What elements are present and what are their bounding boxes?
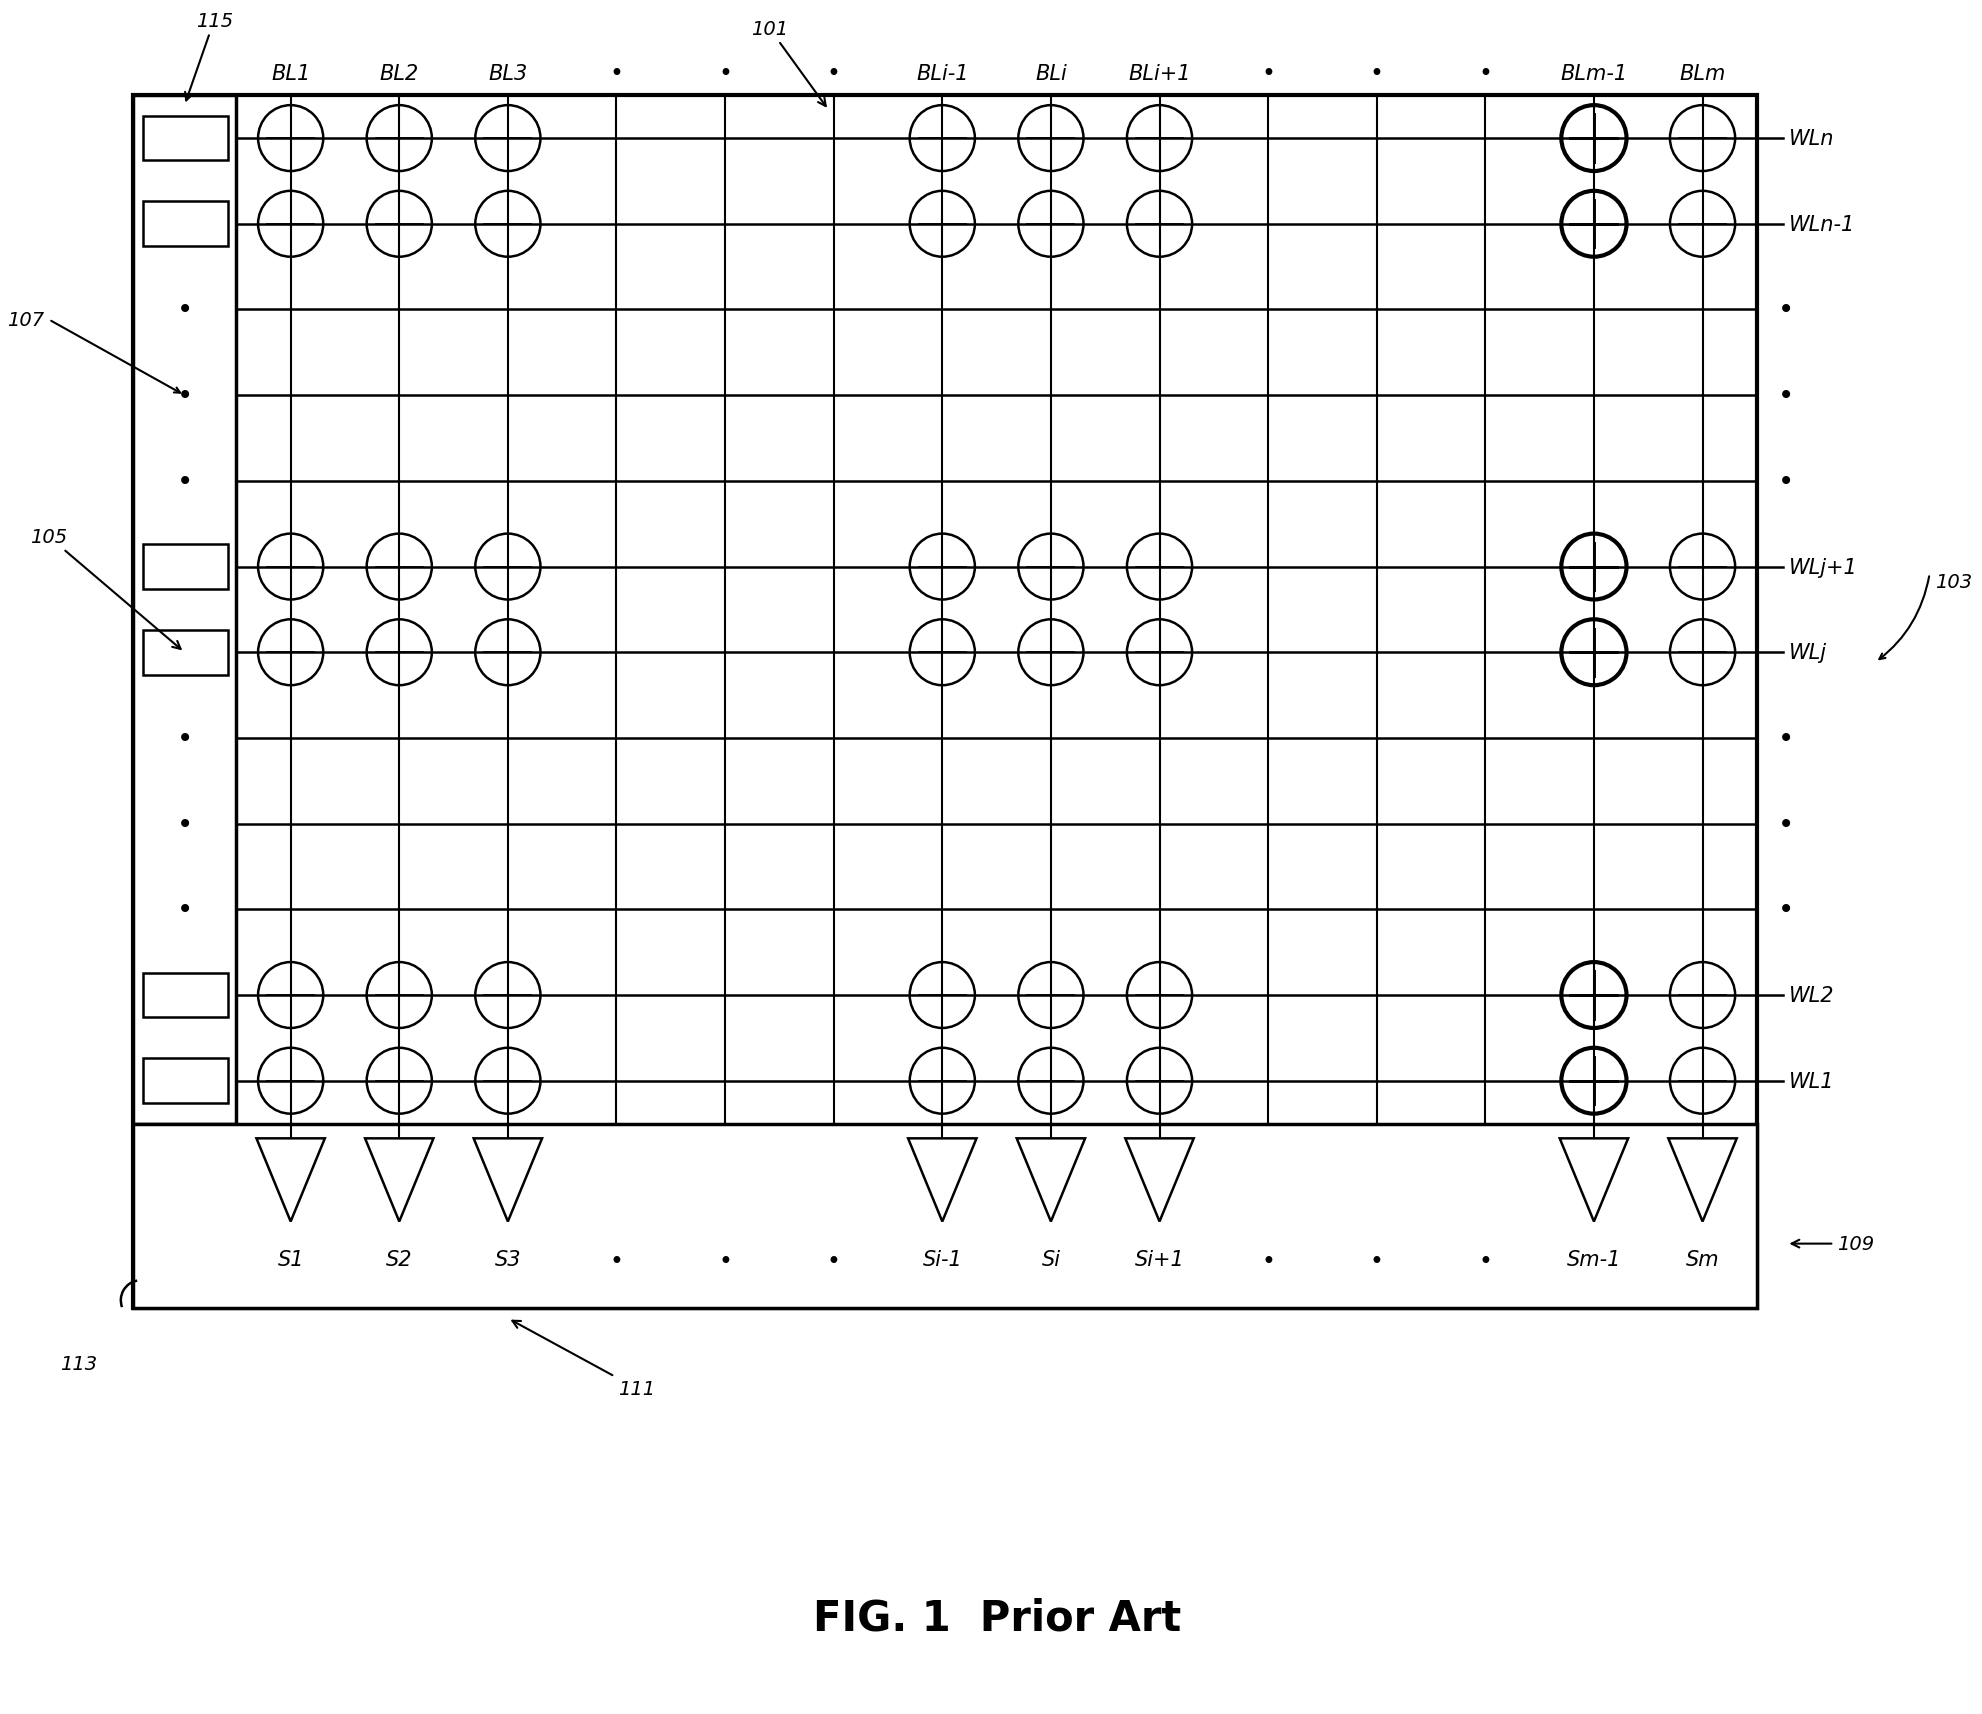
Text: Sm-1: Sm-1 bbox=[1566, 1250, 1621, 1270]
Text: 105: 105 bbox=[30, 528, 180, 650]
Text: BLi: BLi bbox=[1035, 63, 1066, 84]
Text: •: • bbox=[1778, 468, 1794, 495]
Text: Sm: Sm bbox=[1687, 1250, 1718, 1270]
Text: 115: 115 bbox=[184, 12, 232, 101]
Text: •: • bbox=[1778, 896, 1794, 924]
Text: Si: Si bbox=[1041, 1250, 1060, 1270]
Bar bbox=[143, 117, 228, 161]
Text: •: • bbox=[176, 725, 192, 752]
Text: WL2: WL2 bbox=[1790, 986, 1835, 1006]
Text: •: • bbox=[1479, 62, 1492, 86]
Text: WLn: WLn bbox=[1790, 129, 1835, 149]
Text: Si+1: Si+1 bbox=[1134, 1250, 1185, 1270]
Bar bbox=[133, 1124, 1756, 1308]
Text: WL1: WL1 bbox=[1790, 1071, 1835, 1092]
Text: WLn-1: WLn-1 bbox=[1790, 214, 1855, 235]
Bar bbox=[133, 96, 1756, 1308]
Text: S2: S2 bbox=[386, 1250, 412, 1270]
Text: 111: 111 bbox=[513, 1321, 654, 1399]
Bar bbox=[143, 202, 228, 247]
Bar bbox=[143, 974, 228, 1018]
Text: •: • bbox=[1370, 62, 1383, 86]
Bar bbox=[133, 96, 236, 1124]
Text: •: • bbox=[610, 62, 624, 86]
Text: •: • bbox=[826, 62, 840, 86]
Text: •: • bbox=[176, 382, 192, 410]
Text: •: • bbox=[717, 62, 731, 86]
Text: BL2: BL2 bbox=[381, 63, 418, 84]
Text: 109: 109 bbox=[1792, 1234, 1875, 1253]
Bar bbox=[143, 1059, 228, 1104]
Text: •: • bbox=[1479, 1250, 1492, 1274]
Text: •: • bbox=[1778, 297, 1794, 324]
Text: BLm: BLm bbox=[1679, 63, 1726, 84]
Text: •: • bbox=[717, 1250, 731, 1274]
Text: •: • bbox=[1778, 382, 1794, 410]
Text: •: • bbox=[826, 1250, 840, 1274]
Text: •: • bbox=[176, 811, 192, 838]
Text: •: • bbox=[176, 896, 192, 924]
Text: Si-1: Si-1 bbox=[922, 1250, 961, 1270]
Text: •: • bbox=[610, 1250, 624, 1274]
Text: BL3: BL3 bbox=[488, 63, 527, 84]
Text: BLm-1: BLm-1 bbox=[1560, 63, 1627, 84]
Bar bbox=[143, 545, 228, 590]
Text: •: • bbox=[176, 468, 192, 495]
Text: 103: 103 bbox=[1934, 572, 1972, 591]
Text: •: • bbox=[1261, 62, 1274, 86]
Text: FIG. 1  Prior Art: FIG. 1 Prior Art bbox=[813, 1597, 1181, 1639]
Text: •: • bbox=[1370, 1250, 1383, 1274]
Text: S1: S1 bbox=[277, 1250, 303, 1270]
Text: 101: 101 bbox=[751, 21, 826, 106]
Text: •: • bbox=[1778, 811, 1794, 838]
Text: •: • bbox=[176, 297, 192, 324]
Text: WLj: WLj bbox=[1790, 643, 1827, 663]
Text: WLj+1: WLj+1 bbox=[1790, 557, 1859, 578]
Text: BL1: BL1 bbox=[272, 63, 311, 84]
Text: •: • bbox=[1778, 725, 1794, 752]
Text: •: • bbox=[1261, 1250, 1274, 1274]
Text: BLi+1: BLi+1 bbox=[1128, 63, 1191, 84]
Text: BLi-1: BLi-1 bbox=[916, 63, 969, 84]
Text: 113: 113 bbox=[59, 1354, 97, 1373]
Text: S3: S3 bbox=[496, 1250, 521, 1270]
Text: 107: 107 bbox=[6, 310, 44, 329]
Bar bbox=[143, 631, 228, 675]
